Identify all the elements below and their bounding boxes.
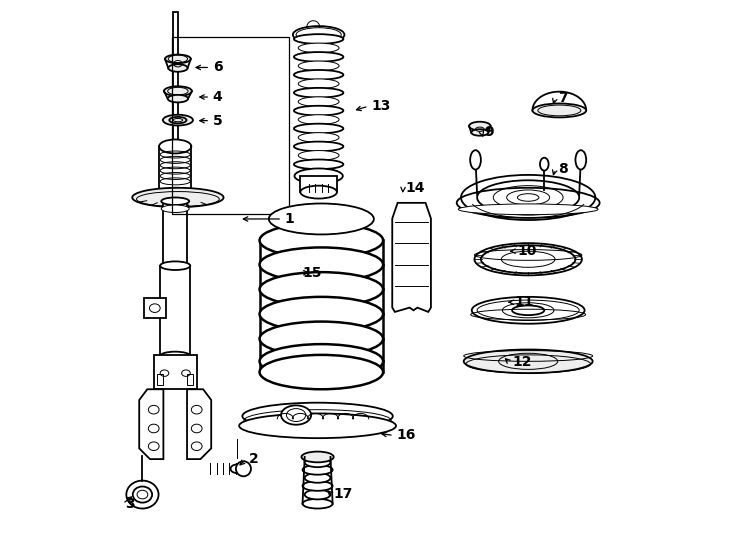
Ellipse shape — [302, 481, 333, 491]
Ellipse shape — [294, 168, 343, 184]
Text: 2: 2 — [249, 452, 258, 466]
Text: 14: 14 — [406, 181, 425, 195]
Ellipse shape — [458, 204, 598, 215]
Ellipse shape — [512, 306, 545, 315]
Ellipse shape — [298, 97, 339, 106]
Ellipse shape — [469, 122, 490, 130]
Bar — [172, 12, 178, 152]
Ellipse shape — [294, 70, 344, 79]
Bar — [187, 374, 194, 385]
Ellipse shape — [298, 79, 339, 89]
Ellipse shape — [260, 344, 383, 379]
Text: 8: 8 — [558, 162, 567, 176]
Ellipse shape — [165, 55, 191, 63]
Ellipse shape — [160, 261, 190, 270]
Ellipse shape — [298, 168, 339, 178]
Ellipse shape — [298, 114, 339, 124]
Ellipse shape — [167, 95, 188, 103]
Ellipse shape — [302, 451, 334, 462]
Ellipse shape — [302, 499, 333, 509]
Text: 3: 3 — [126, 497, 135, 511]
Text: 1: 1 — [285, 212, 294, 226]
Text: 6: 6 — [213, 60, 222, 75]
Ellipse shape — [260, 272, 383, 307]
Ellipse shape — [474, 243, 582, 275]
Ellipse shape — [532, 104, 586, 117]
Ellipse shape — [164, 86, 192, 96]
Ellipse shape — [298, 133, 339, 143]
Ellipse shape — [160, 352, 190, 360]
Ellipse shape — [236, 461, 251, 476]
Ellipse shape — [159, 188, 192, 202]
Ellipse shape — [159, 139, 192, 153]
Ellipse shape — [300, 186, 337, 199]
Ellipse shape — [294, 159, 344, 169]
Text: 4: 4 — [213, 90, 222, 104]
Ellipse shape — [163, 114, 193, 125]
Ellipse shape — [260, 247, 383, 282]
Bar — [157, 374, 164, 385]
Text: 5: 5 — [213, 113, 222, 127]
Text: 10: 10 — [517, 244, 537, 258]
Ellipse shape — [464, 349, 592, 373]
Bar — [300, 176, 337, 192]
Ellipse shape — [294, 34, 344, 44]
Ellipse shape — [161, 198, 189, 205]
Ellipse shape — [294, 124, 344, 133]
Polygon shape — [187, 389, 211, 459]
Ellipse shape — [294, 106, 344, 116]
Text: 11: 11 — [515, 295, 534, 309]
Ellipse shape — [132, 188, 224, 207]
Ellipse shape — [260, 355, 383, 389]
Bar — [153, 355, 197, 389]
Ellipse shape — [305, 473, 330, 483]
Ellipse shape — [461, 175, 595, 220]
Ellipse shape — [269, 204, 374, 234]
Text: 15: 15 — [302, 266, 322, 280]
Ellipse shape — [472, 297, 584, 323]
Ellipse shape — [230, 464, 244, 473]
Text: 16: 16 — [396, 428, 416, 442]
Ellipse shape — [298, 151, 339, 160]
Ellipse shape — [260, 223, 383, 258]
Ellipse shape — [305, 457, 330, 467]
Bar — [160, 266, 190, 356]
Ellipse shape — [305, 490, 330, 500]
Ellipse shape — [242, 403, 393, 429]
Ellipse shape — [470, 150, 481, 170]
Text: 13: 13 — [371, 99, 390, 113]
Ellipse shape — [126, 481, 159, 509]
Text: 17: 17 — [334, 487, 353, 501]
Text: 9: 9 — [484, 125, 494, 139]
Ellipse shape — [471, 129, 488, 136]
Ellipse shape — [298, 61, 339, 71]
Ellipse shape — [260, 322, 383, 356]
Ellipse shape — [302, 465, 333, 475]
Ellipse shape — [260, 297, 383, 331]
Bar — [144, 298, 166, 319]
Polygon shape — [392, 203, 431, 312]
Ellipse shape — [540, 158, 548, 171]
Text: 7: 7 — [558, 91, 567, 105]
Bar — [164, 200, 187, 265]
Ellipse shape — [281, 406, 311, 425]
Ellipse shape — [293, 26, 344, 43]
Ellipse shape — [294, 141, 344, 151]
Ellipse shape — [294, 88, 344, 98]
Ellipse shape — [161, 205, 189, 213]
Ellipse shape — [168, 64, 188, 72]
Ellipse shape — [294, 52, 344, 62]
Text: 12: 12 — [512, 355, 531, 369]
Ellipse shape — [575, 150, 586, 170]
Bar — [172, 37, 289, 214]
Polygon shape — [139, 389, 164, 459]
Ellipse shape — [298, 43, 339, 53]
Ellipse shape — [239, 414, 396, 438]
